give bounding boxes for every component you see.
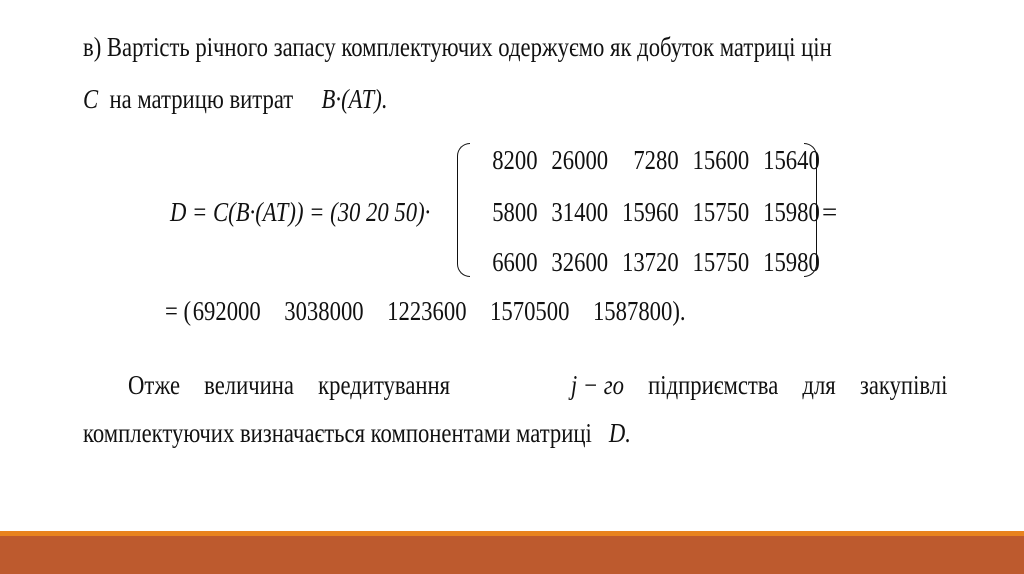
conclusion-text-2: підприємства для закупівлі [648,370,948,400]
matrix-cell: 13720 [621,247,679,277]
conclusion-line-1: Отже величина кредитування j − го підпри… [128,370,947,401]
footer-band [0,536,1024,574]
result-open: = ( [165,296,192,326]
matrix-cell: 6600 [492,247,538,277]
matrix-cell: 31400 [551,197,609,227]
equals-sign: = [822,197,838,227]
result-cell: 1587800 [592,296,673,326]
matrix-cell: 5800 [492,197,538,227]
matrix-cell: 15750 [692,247,750,277]
conclusion-text-3: комплектуючих визначається компонентами … [83,418,592,448]
matrix-cell: 15960 [621,197,679,227]
matrix-cell: 26000 [551,145,609,175]
result-close: ). [672,296,686,326]
var-c: C [83,84,99,114]
conclusion-line-2: комплектуючих визначається компонентами … [83,418,631,449]
matrix-cell: 8200 [492,145,538,175]
matrix-cell: 32600 [551,247,609,277]
result-cell: 1570500 [490,296,570,326]
var-j: j − го [570,370,624,400]
result-cell: 692000 [192,296,261,326]
matrix-cell: 7280 [633,145,679,175]
matrix-cell: 15750 [692,197,750,227]
matrix-row: 5800 31400 15960 15750 15980 [467,197,820,228]
intro-line-2: C на матрицю витрат B·(AT). [83,84,387,115]
matrix-row: 6600 32600 13720 15750 15980 [467,247,820,278]
result-cell: 3038000 [284,296,364,326]
expr-bat: B·(AT). [321,84,388,114]
result-row: = (692000 3038000 1223600 1570500 1587800). [165,296,686,327]
var-d: D. [608,418,631,448]
intro-line-1: в) Вартість річного запасу комплектуючих… [83,32,832,62]
formula-lhs: D = C(B·(AT)) = (30 20 50)· [170,197,431,227]
matrix-cell: 15980 [763,197,820,227]
right-paren [804,143,817,277]
result-cell: 1223600 [387,296,467,326]
conclusion-text-1: Отже величина кредитування [128,370,451,400]
matrix-row: 8200 26000 7280 15600 15640 [467,145,820,176]
accent-line [0,531,1024,536]
intro-line-2-text: на матрицю витрат [109,84,294,114]
matrix-cell: 15600 [692,145,750,175]
matrix: 8200 26000 7280 15600 15640 5800 31400 15960 15… [457,143,820,280]
